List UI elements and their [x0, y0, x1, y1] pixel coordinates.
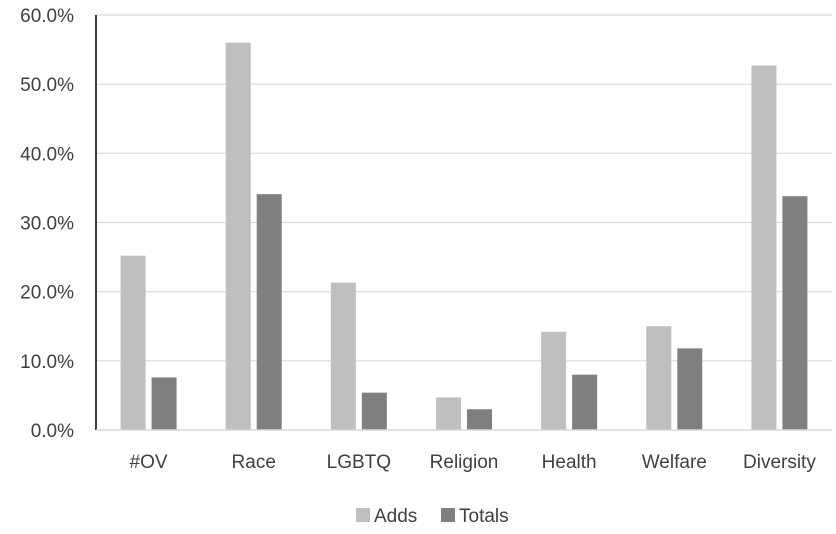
legend-label-totals: Totals — [459, 506, 509, 527]
y-tick-label: 10.0% — [20, 352, 74, 373]
legend-label-adds: Adds — [374, 506, 417, 527]
x-axis-tick-labels: #OV Race LGBTQ Religion Health Welfare Diversi… — [130, 452, 817, 473]
y-tick-label: 60.0% — [20, 6, 74, 27]
y-tick-label: 50.0% — [20, 75, 74, 96]
bar-totals-religion — [467, 409, 492, 430]
bars — [120, 42, 808, 431]
bar-totals-diversity — [782, 196, 808, 430]
y-tick-label: 40.0% — [20, 144, 74, 165]
x-tick-label: Religion — [430, 452, 499, 473]
x-tick-label: Health — [542, 452, 597, 473]
bar-adds-religion — [436, 397, 461, 430]
bar-adds-health — [541, 331, 567, 430]
y-tick-label: 30.0% — [20, 214, 74, 235]
x-tick-label: Race — [232, 452, 276, 473]
bar-adds-diversity — [751, 65, 777, 430]
bar-adds-welfare — [646, 326, 672, 430]
y-tick-label: 0.0% — [31, 421, 74, 442]
bar-totals-ov — [151, 377, 177, 430]
bar-totals-welfare — [677, 348, 703, 430]
gridlines — [96, 14, 832, 362]
bar-adds-ov — [120, 255, 146, 430]
y-axis-tick-labels: 0.0% 10.0% 20.0% 30.0% 40.0% 50.0% 60.0% — [20, 6, 74, 442]
x-tick-label: #OV — [130, 452, 168, 473]
bar-totals-health — [572, 374, 598, 430]
y-tick-label: 20.0% — [20, 283, 74, 304]
bar-totals-lgbtq — [361, 392, 387, 430]
legend: Adds Totals — [356, 506, 509, 527]
legend-swatch-adds — [356, 508, 370, 522]
bar-adds-race — [225, 42, 251, 431]
bar-totals-race — [256, 194, 282, 430]
x-tick-label: Diversity — [743, 452, 816, 473]
legend-swatch-totals — [441, 508, 455, 522]
x-tick-label: LGBTQ — [327, 452, 391, 473]
bar-adds-lgbtq — [330, 282, 356, 430]
x-tick-label: Welfare — [642, 452, 707, 473]
